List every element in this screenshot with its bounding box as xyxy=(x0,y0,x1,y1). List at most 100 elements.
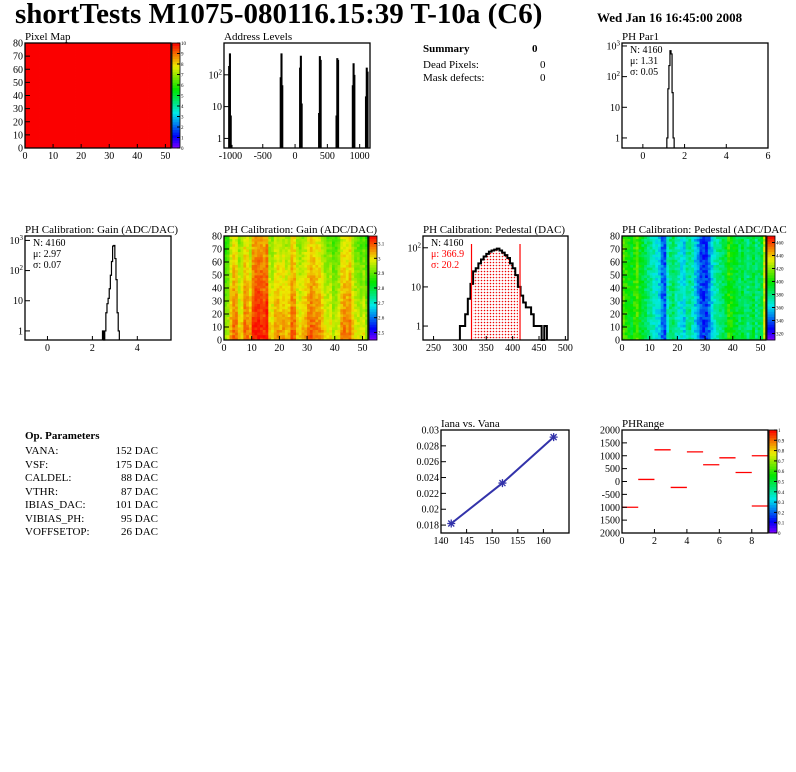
gain-map-cell xyxy=(329,243,333,247)
pixel-map-cell xyxy=(55,140,60,144)
pixel-map-cell xyxy=(75,103,79,107)
gain-map-cell xyxy=(348,282,352,286)
gain-map-cell xyxy=(362,282,366,286)
pedestal-map-cell xyxy=(638,332,642,336)
gain-map-cell xyxy=(312,269,316,273)
pixel-map-cell xyxy=(25,137,29,141)
pixel-map-cell xyxy=(81,71,85,75)
gain-map-cell xyxy=(345,298,350,302)
pedestal-map-cell xyxy=(644,267,648,271)
gain-map-cell xyxy=(243,277,247,281)
gain-map-cell xyxy=(265,308,269,312)
gain-map-cell xyxy=(301,293,305,297)
gain-map-cell xyxy=(293,262,297,265)
pixel-map-cell xyxy=(89,132,93,136)
pixel-map-cell xyxy=(148,82,152,86)
gain-map-cell xyxy=(276,282,280,286)
gain-map-cell xyxy=(337,288,341,291)
pixel-map-cell xyxy=(86,106,90,110)
pixel-map-cell xyxy=(47,66,51,70)
gain-map-cell xyxy=(276,275,280,278)
pixel-map-cell xyxy=(33,142,37,146)
pixel-map-cell xyxy=(156,100,161,104)
gain-map-cell xyxy=(296,293,300,297)
gain-map-cell xyxy=(337,327,341,330)
pixel-map-cell xyxy=(162,98,166,102)
pixel-map-cell xyxy=(145,103,149,107)
pixel-map-cell xyxy=(109,48,113,52)
pixel-map-cell xyxy=(117,45,121,49)
gain-map-cell xyxy=(265,332,269,336)
pixel-map-cell xyxy=(145,77,149,81)
gain-map-cell xyxy=(326,277,330,281)
pixel-map-cell xyxy=(159,58,163,62)
pixel-map-cell xyxy=(106,45,110,49)
gain-map-cell xyxy=(229,298,233,302)
pixel-map-cell xyxy=(64,137,68,141)
pedestal-map-cell xyxy=(644,316,648,320)
gain-map-cell xyxy=(332,249,336,252)
gain-map-cell xyxy=(251,324,255,328)
gain-map-cell xyxy=(312,298,316,302)
gain-map-cell xyxy=(282,319,286,323)
pedestal-map-cell xyxy=(646,246,651,250)
pixel-map-cell xyxy=(33,111,37,115)
pedestal-map-cell xyxy=(627,334,631,338)
pixel-map-cell xyxy=(64,45,68,49)
gain-map-cell xyxy=(298,272,302,276)
pedestal-map-cell xyxy=(633,236,637,239)
pixel-map-cell xyxy=(145,132,149,136)
pixel-map-cell xyxy=(117,92,121,96)
pixel-map-cell xyxy=(159,48,163,52)
gain-map-cell xyxy=(251,249,255,252)
pixel-map-cell xyxy=(142,108,147,112)
pedestal-map-cell xyxy=(638,321,642,325)
gain-map-cell xyxy=(257,314,261,317)
pixel-map-cell xyxy=(98,64,102,68)
gain-map-cell xyxy=(273,243,278,247)
gain-map-cell xyxy=(284,308,289,312)
gain-map-cell xyxy=(323,311,327,315)
gain-map-cell xyxy=(315,285,319,289)
pixel-map-cell xyxy=(100,82,105,86)
gain-map-cell xyxy=(271,324,275,328)
pixel-map-cell xyxy=(72,50,76,54)
gain-map-cell xyxy=(351,324,355,328)
pixel-map-cell xyxy=(159,69,163,73)
pixel-map-xtick-label: 20 xyxy=(76,151,86,162)
gain-map-cell xyxy=(362,256,366,260)
pedestal-map-cell xyxy=(655,293,659,297)
pedestal-map-cell xyxy=(652,324,656,328)
pedestal-map-cell xyxy=(627,238,631,242)
pixel-map-cell xyxy=(148,129,152,133)
pedestal-map-cell xyxy=(635,249,640,252)
gain-map-cell xyxy=(257,277,261,281)
pixel-map-cell xyxy=(120,95,124,99)
gain-map-title: PH Calibration: Gain (ADC/DAC) xyxy=(224,224,377,236)
pixel-map-cell xyxy=(33,98,37,102)
pedestal-hist-stat-mean: μ: 366.9 xyxy=(431,249,464,260)
gain-map-cell xyxy=(329,308,333,312)
gain-map-cell xyxy=(307,280,311,284)
pixel-map-cell xyxy=(81,134,85,138)
pixel-map-cell xyxy=(145,134,149,138)
gain-map-cell xyxy=(279,243,283,247)
gain-map-cell xyxy=(257,241,261,245)
pedestal-map-cell xyxy=(644,324,648,328)
pixel-map-cell xyxy=(81,103,85,107)
pixel-map-cell xyxy=(137,77,141,81)
gain-map-cell xyxy=(301,280,305,284)
gain-map-cell xyxy=(320,246,325,250)
pixel-map-cell xyxy=(148,64,152,68)
pixel-map-cell xyxy=(168,56,172,60)
gain-map-cell xyxy=(296,321,300,325)
pixel-map-cell xyxy=(126,48,130,52)
pixel-map-cell xyxy=(33,61,37,65)
gain-map-cell xyxy=(304,256,308,260)
gain-map-cell xyxy=(265,254,269,258)
gain-map-cell xyxy=(284,288,289,291)
gain-map-xtick-label: 30 xyxy=(302,343,312,354)
pedestal-map-cell xyxy=(644,256,648,260)
gain-map-colorbar-label: 2.9 xyxy=(378,272,385,277)
pixel-map-cell xyxy=(128,61,133,65)
